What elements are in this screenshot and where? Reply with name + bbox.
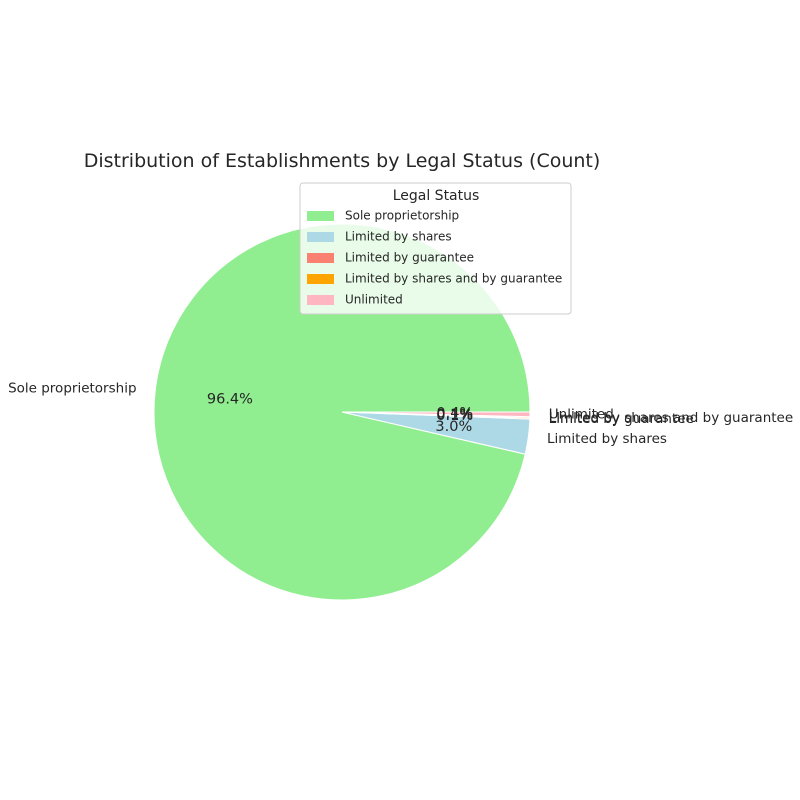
legend-label-limited-by-guarantee: Limited by guarantee (345, 251, 474, 265)
percent-label-limited-by-guarantee: 0.1% (436, 408, 473, 424)
percent-label-limited-by-shares-and-by-guarantee: 0.1% (436, 407, 473, 423)
legend-label-sole-proprietorship: Sole proprietorship (345, 209, 459, 223)
legend-frame (299, 182, 572, 315)
percent-labels: 96.4%3.0%0.1%0.1%0.4% (207, 391, 473, 435)
slice-label-limited-by-guarantee: Limited by guarantee (549, 411, 694, 427)
slice-label-unlimited: Unlimited (549, 407, 614, 423)
legend-swatch-limited-by-shares (307, 232, 334, 242)
legend-swatch-limited-by-guarantee (307, 253, 334, 263)
pie-slice-unlimited (341, 411, 531, 418)
slice-label-limited-by-shares: Limited by shares (547, 431, 667, 447)
legend-swatch-unlimited (307, 295, 334, 305)
slice-label-limited-by-shares-and-by-guarantee: Limited by shares and by guarantee (549, 410, 793, 426)
chart-title: Distribution of Establishments by Legal … (84, 150, 601, 172)
legend-label-unlimited: Unlimited (345, 293, 403, 307)
legend: Legal Status Sole proprietorship Limited … (299, 182, 572, 315)
percent-label-limited-by-shares: 3.0% (435, 419, 472, 435)
legend-label-limited-by-shares-and-by-guarantee: Limited by shares and by guarantee (345, 272, 562, 286)
legend-items: Sole proprietorship Limited by shares Limi… (307, 209, 562, 307)
legend-title: Legal Status (393, 188, 480, 204)
legend-label-limited-by-shares: Limited by shares (345, 230, 452, 244)
pie-slices (153, 223, 531, 601)
percent-label-unlimited: 0.4% (436, 405, 473, 421)
slice-labels: Sole proprietorship Limited by shares Limi… (8, 381, 793, 448)
slice-label-sole-proprietorship: Sole proprietorship (8, 381, 136, 397)
legend-swatch-sole-proprietorship (307, 211, 334, 221)
percent-label-sole-proprietorship: 96.4% (207, 391, 253, 407)
legend-swatch-limited-by-shares-and-by-guarantee (307, 274, 334, 284)
